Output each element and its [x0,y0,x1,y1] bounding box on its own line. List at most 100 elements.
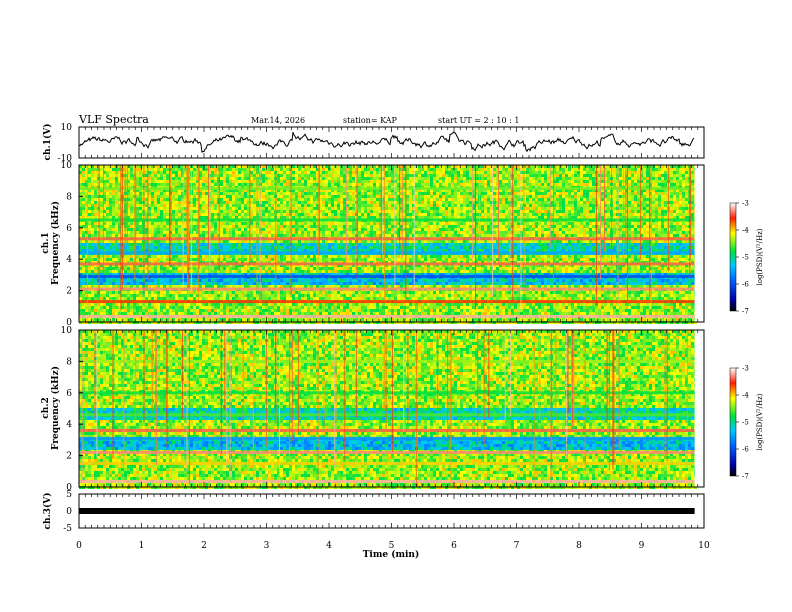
ch1-spectrogram-cell [205,213,208,216]
ch1-spectrogram-cell [88,198,91,201]
ch1-spectrogram-cell [334,177,337,180]
ch1-spectrogram-cell [106,195,109,198]
ch1-spectrogram-cell [286,222,289,225]
ch1-spectrogram-cell [559,207,562,210]
ch1-spectrogram-cell [271,174,274,177]
ch1-spectrogram-cell [526,231,529,234]
ch1-spectrogram-cell [529,228,532,231]
ch1-spectrogram-cell [382,201,385,204]
ch1-spectrogram-cell [364,231,367,234]
ch1-spectrogram-cell [400,189,403,192]
ch1-spectrogram-cell [454,180,457,183]
ch1-spectrogram-cell [577,195,580,198]
ch1-spectrogram-cell [238,210,241,213]
ch1-spectrogram-cell [181,222,184,225]
ch1-spectrogram-cell [283,207,286,210]
ch1-spectrogram-cell [346,216,349,219]
ch1-spectrogram-cell [145,183,148,186]
ch1-spectrogram-cell [349,168,352,171]
ch1-spectrogram-cell [349,183,352,186]
ch1-spectrogram-cell [148,225,151,228]
ch1-spectrogram-cell [502,174,505,177]
ch1-spectrogram-cell [238,225,241,228]
ch1-spectrogram-cell [631,183,634,186]
ch1-spectrogram-cell [625,231,628,234]
ch1-spectrogram-cell [463,222,466,225]
ch1-spectrogram-cell [106,225,109,228]
ch1-spectrogram-cell [193,225,196,228]
ch1-spectrogram-cell [139,222,142,225]
ch1-spectrogram-cell [679,213,682,216]
ch1-spectrogram-cell [577,210,580,213]
ch1-spectrogram-cell [175,171,178,174]
ch1-spectrogram-cell [193,210,196,213]
ch1-spectrogram-cell [145,189,148,192]
ch1-spectrogram-cell [592,192,595,195]
ch1-spectrogram-cell [328,222,331,225]
ch1-spectrogram-cell [163,201,166,204]
ch1-spectrogram-cell [397,165,400,168]
ch1-spectrogram-cell [172,225,175,228]
ch1-spectrogram-cell [286,207,289,210]
ch1-spectrogram-cell [634,207,637,210]
ch1-spectrogram-cell [289,204,292,207]
ch1-spectrogram-cell [277,204,280,207]
ch1-spectrogram-cell [358,225,361,228]
ch1-spectrogram-cell [424,234,427,237]
ch1-spectrogram-cell [250,228,253,231]
ch1-spectrogram-cell [370,213,373,216]
ch1-spectrogram-cell [490,177,493,180]
ch1-spectrogram-cell [376,189,379,192]
ch1-spectrogram-cell [544,183,547,186]
ch1-spectrogram-cell [163,213,166,216]
ch1-spectrogram-cell [196,177,199,180]
ch1-spectrogram-cell [130,210,133,213]
ch1-spectrogram-cell [493,216,496,219]
ch1-spectrogram-cell [646,231,649,234]
ch1-spectrogram-cell [349,210,352,213]
ch1-spectrogram-cell [382,204,385,207]
ch1-spectrogram-cell [163,189,166,192]
ch1-spectrogram-cell [364,225,367,228]
ch1-spectrogram-cell [571,168,574,171]
ch1-spectrogram-cell [676,183,679,186]
ch1-spectrogram-cell [469,213,472,216]
ch1-spectrogram-cell [193,177,196,180]
ch1-spectrogram-cell [163,168,166,171]
ch1-spectrogram-cell [562,210,565,213]
ch1-spectrogram-cell [118,192,121,195]
ch1-spectrogram-cell [586,234,589,237]
ch1-spectrogram-cell [277,192,280,195]
ch1-spectrogram-cell [307,216,310,219]
ch1-spectrogram-cell [487,207,490,210]
ch1-spectrogram-cell [283,225,286,228]
ch1-spectrogram-cell [364,189,367,192]
ch1-spectrogram-cell [430,183,433,186]
ch1-spectrogram-cell [550,195,553,198]
ch1-spectrogram-cell [502,183,505,186]
ch1-spectrogram-cell [349,216,352,219]
ch1-spectrogram-cell [673,177,676,180]
ch1-spectrogram-cell [118,174,121,177]
ch1-spectrogram-cell [145,207,148,210]
ch1-spectrogram-cell [571,231,574,234]
ch1-spectrogram-cell [376,222,379,225]
ch1-spectrogram-cell [682,225,685,228]
ch1-spectrogram-cell [400,213,403,216]
ch1-spectrogram-cell [565,180,568,183]
ch1-spectrogram-cell [265,228,268,231]
ch1-spectrogram-cell [619,207,622,210]
ch1-spectrogram-cell [640,234,643,237]
ch1-spectrogram-cell [523,222,526,225]
ch1-spectrogram-cell [220,165,223,168]
ch1-spectrogram-cell [583,225,586,228]
ch1-spectrogram-cell [220,234,223,237]
ch1-spectrogram-cell [79,228,82,231]
ch1-spectrogram-cell [460,171,463,174]
ch1-spectrogram-cell [127,216,130,219]
ch1-spectrogram-cell [454,204,457,207]
ch1-spectrogram-cell [145,225,148,228]
ch1-spectrogram-cell [619,231,622,234]
ch1-spectrogram-cell [172,204,175,207]
ch1-spectrogram-cell [307,207,310,210]
